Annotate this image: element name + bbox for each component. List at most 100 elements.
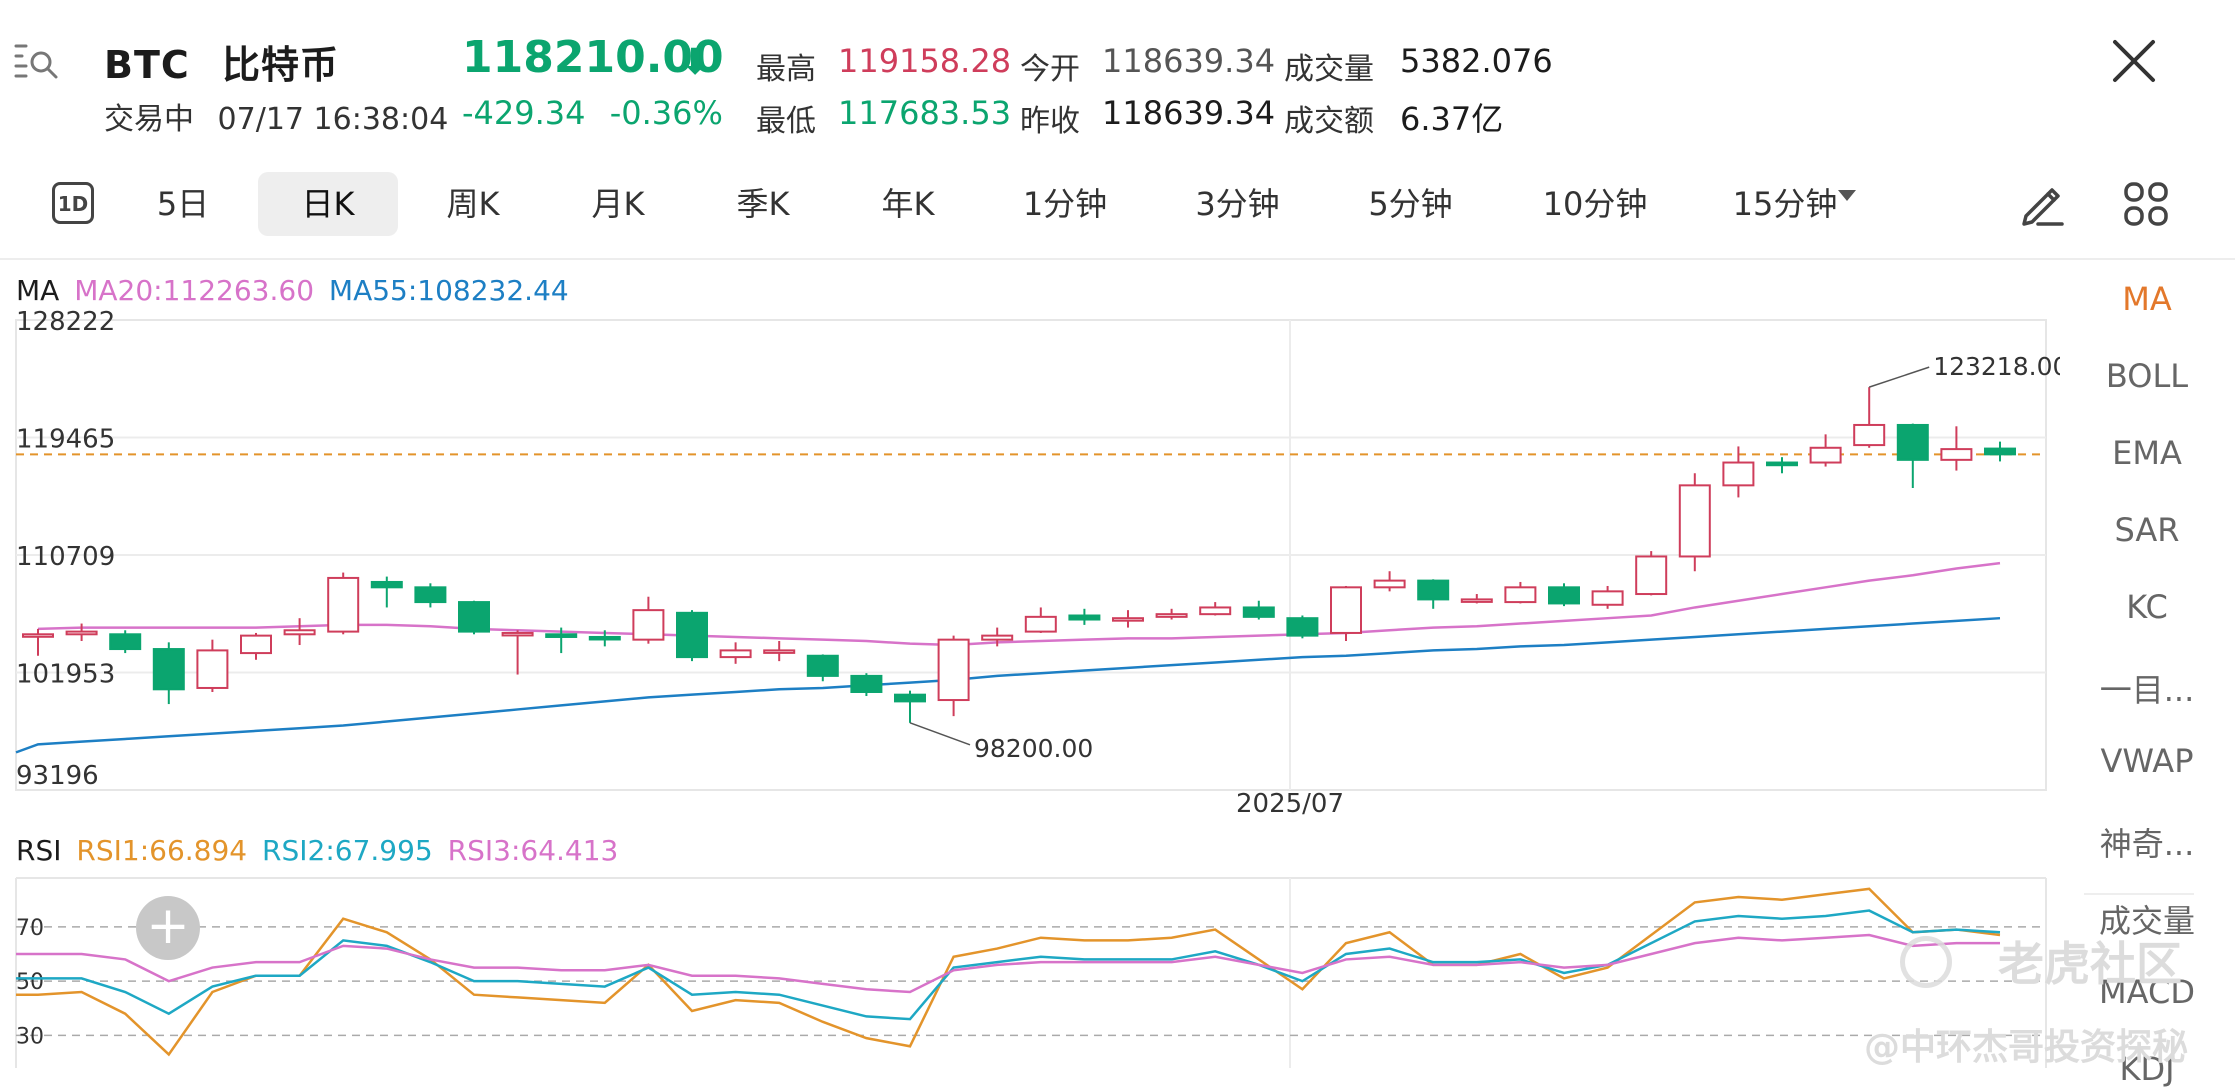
oned-icon[interactable]: 1D bbox=[52, 182, 94, 224]
x-axis-label: 2025/07 bbox=[1236, 789, 1344, 819]
tab-3min[interactable]: 3分钟 bbox=[1195, 185, 1280, 223]
close-icon[interactable] bbox=[2109, 36, 2159, 86]
quote-label-high: 最高 bbox=[756, 52, 816, 87]
candle-body bbox=[894, 693, 926, 703]
candle-body bbox=[1112, 617, 1144, 622]
candle-body bbox=[370, 580, 403, 589]
tab-year-k[interactable]: 年K bbox=[881, 185, 935, 223]
candle-body bbox=[632, 609, 665, 641]
candle-body bbox=[1417, 579, 1450, 601]
indicator-item-1[interactable]: BOLL bbox=[2105, 357, 2189, 395]
y-tick-label: 93196 bbox=[16, 761, 99, 791]
add-button[interactable]: + bbox=[136, 896, 200, 960]
candle-body bbox=[1678, 484, 1711, 558]
quote-value-prev-close: 118639.34 bbox=[1102, 94, 1276, 132]
indicator-item-0[interactable]: MA bbox=[2122, 280, 2172, 318]
indicator-item-2[interactable]: EMA bbox=[2112, 434, 2182, 472]
quote-value-volume: 5382.076 bbox=[1400, 42, 1553, 80]
tab-15min[interactable]: 15分钟 bbox=[1732, 185, 1838, 223]
symbol-name: 比特币 bbox=[222, 43, 340, 87]
rsi1-value: RSI1:66.894 bbox=[76, 834, 248, 867]
tab-month-k[interactable]: 月K bbox=[591, 185, 645, 223]
indicator-item-4[interactable]: KC bbox=[2126, 588, 2168, 626]
quote-label-volume: 成交量 bbox=[1284, 52, 1374, 87]
ma20-value: MA20:112263.60 bbox=[74, 274, 315, 307]
tab-day-k[interactable]: 日K bbox=[258, 172, 398, 236]
tab-5min[interactable]: 5分钟 bbox=[1368, 185, 1453, 223]
tab-10min[interactable]: 10分钟 bbox=[1542, 185, 1648, 223]
indicator-item-6[interactable]: VWAP bbox=[2100, 742, 2194, 780]
candle-body bbox=[1940, 448, 1973, 461]
candle-body bbox=[719, 649, 752, 659]
ma55-value: MA55:108232.44 bbox=[328, 274, 569, 307]
dropdown-caret-icon[interactable] bbox=[1838, 190, 1856, 201]
trading-status: 交易中 07/17 16:38:04 bbox=[104, 94, 448, 138]
ma-legend-title: MA bbox=[16, 274, 60, 307]
candle-body bbox=[414, 586, 447, 604]
rsi-legend: RSI RSI1:66.894 RSI2:67.995 RSI3:64.413 bbox=[16, 834, 618, 867]
tab-week-k[interactable]: 周K bbox=[446, 185, 500, 223]
rsi3-value: RSI3:64.413 bbox=[447, 834, 619, 867]
tab-divider bbox=[0, 258, 2235, 260]
tab-quarter-k[interactable]: 季K bbox=[736, 185, 790, 223]
candle-body bbox=[1155, 613, 1188, 618]
y-tick-label: 101953 bbox=[16, 660, 115, 690]
rsi-tick-label: 30 bbox=[16, 1024, 44, 1049]
candle-body bbox=[1984, 447, 2016, 456]
y-tick-label: 128222 bbox=[16, 307, 115, 337]
y-tick-label: 110709 bbox=[16, 542, 115, 572]
candle-body bbox=[806, 654, 839, 677]
candle-body bbox=[1548, 586, 1580, 605]
ma55-line bbox=[15, 616, 2001, 754]
candle-body bbox=[152, 648, 185, 691]
quote-value-turnover: 6.37亿 bbox=[1400, 100, 1504, 138]
candle-body bbox=[1024, 615, 1057, 633]
rsi-line-3 bbox=[16, 933, 2000, 994]
indicator-item-3[interactable]: SAR bbox=[2114, 511, 2180, 549]
indicator-item-8[interactable]: 成交量 bbox=[2098, 902, 2195, 940]
candle-body bbox=[65, 630, 98, 636]
tab-5day[interactable]: 5日 bbox=[156, 185, 210, 223]
indicator-item-5[interactable]: 一目... bbox=[2099, 671, 2195, 709]
max-price-label: 123218.00 bbox=[1933, 352, 2060, 381]
timestamp: 07/17 16:38:04 bbox=[217, 102, 449, 137]
candle-body bbox=[1199, 606, 1232, 616]
change-percent: -0.36% bbox=[609, 94, 723, 132]
candle-body bbox=[763, 649, 796, 654]
watermark-logo-icon bbox=[1900, 936, 1952, 988]
candle-body bbox=[240, 634, 272, 655]
candle-body bbox=[283, 629, 316, 636]
candle-body bbox=[1068, 614, 1101, 621]
candle-body bbox=[1460, 598, 1493, 603]
price-change: -429.34 -0.36% bbox=[462, 94, 723, 132]
watermark-brand: 老虎社区 bbox=[1998, 937, 2182, 991]
candle-body bbox=[1373, 579, 1406, 589]
candle-body bbox=[937, 638, 970, 702]
rsi2-value: RSI2:67.995 bbox=[262, 834, 433, 867]
rsi-tick-label: 70 bbox=[16, 916, 44, 941]
quote-value-low: 117683.53 bbox=[838, 94, 1012, 132]
ma-legend: MA MA20:112263.60 MA55:108232.44 bbox=[16, 274, 569, 307]
draw-pen-icon[interactable] bbox=[2016, 178, 2068, 230]
rsi-tick-label: 50 bbox=[16, 970, 44, 995]
candle-body bbox=[22, 633, 54, 638]
quote-label-prev-close: 昨收 bbox=[1020, 104, 1080, 139]
down-arrow-icon: ⬇ bbox=[680, 42, 711, 83]
price-chart[interactable]: 128222 119465 110709 101953 93196 2025/07 1232… bbox=[0, 300, 2060, 1080]
grid-layout-icon[interactable] bbox=[2122, 180, 2170, 228]
candle-body bbox=[1330, 586, 1362, 634]
indicator-item-7[interactable]: 神奇... bbox=[2099, 825, 2195, 863]
candle-body bbox=[501, 631, 534, 637]
candle-body bbox=[196, 649, 229, 689]
symbol-code: BTC bbox=[104, 43, 190, 87]
candle-body bbox=[327, 576, 360, 633]
indicator-item-9[interactable]: MACD bbox=[2099, 973, 2195, 1011]
menu-list-icon[interactable] bbox=[14, 40, 60, 80]
quote-value-high: 119158.28 bbox=[838, 42, 1012, 80]
rsi-legend-title: RSI bbox=[16, 834, 62, 867]
candle-body bbox=[458, 601, 490, 633]
y-tick-label: 119465 bbox=[16, 425, 115, 455]
watermark-author: @中环杰哥投资探秘 bbox=[1864, 1027, 2189, 1068]
ma20-line bbox=[37, 561, 2001, 647]
tab-1min[interactable]: 1分钟 bbox=[1022, 185, 1108, 223]
